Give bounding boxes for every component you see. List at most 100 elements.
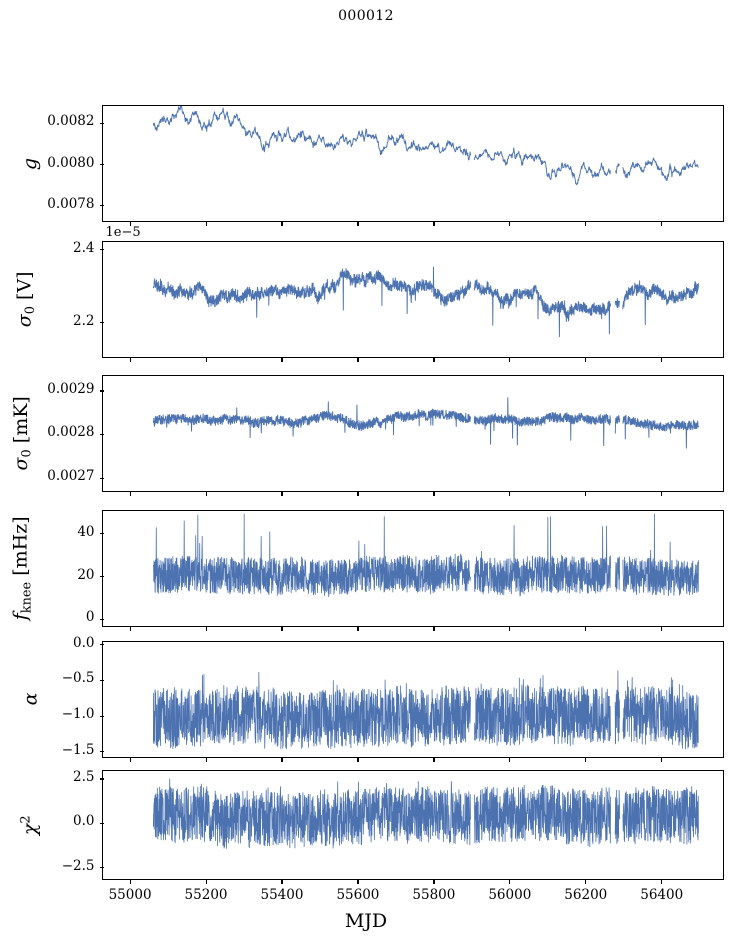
x-tick-mark: [281, 757, 283, 762]
x-tick-mark: [661, 222, 663, 226]
x-tick-mark: [281, 880, 283, 884]
series-plot: [153, 266, 700, 337]
panel-4-alpha: [102, 640, 724, 758]
x-tick-mark: [433, 492, 435, 496]
x-tick-label: 56200: [564, 887, 608, 903]
y-tick-label: 0.0082: [47, 113, 95, 130]
y-tick-label: 0.0080: [47, 154, 95, 171]
y-tick-label: 0.0: [73, 634, 95, 651]
y-tick-mark: [99, 433, 104, 436]
x-tick-mark: [357, 880, 359, 884]
y-tick-mark: [99, 164, 104, 166]
y-tick-mark: [99, 205, 104, 207]
x-tick-mark: [509, 222, 511, 226]
y-tick-mark: [99, 822, 104, 824]
y-tick-mark: [99, 576, 104, 578]
data-line: [153, 669, 700, 749]
y-axis-offset-text: 1e−5: [105, 224, 141, 240]
x-tick-mark: [281, 627, 283, 631]
data-line: [153, 106, 700, 186]
x-tick-mark: [281, 222, 283, 226]
x-tick-mark: [357, 627, 359, 631]
x-tick-mark: [661, 627, 663, 631]
data-line: [153, 266, 700, 337]
x-tick-mark: [129, 880, 131, 884]
panel-3-f-knee-mhz-: [102, 510, 724, 627]
y-tick-mark: [99, 249, 104, 251]
y-tick-mark: [99, 867, 104, 869]
y-tick-label: 0.0029: [47, 380, 95, 397]
x-tick-mark: [129, 357, 131, 362]
x-tick-mark: [281, 357, 283, 362]
y-tick-mark: [99, 477, 104, 479]
x-tick-label: 55000: [108, 887, 152, 903]
series-plot: [153, 397, 700, 449]
x-tick-label: 55200: [184, 887, 228, 903]
x-tick-mark: [509, 627, 511, 631]
x-tick-mark: [661, 492, 663, 496]
y-tick-label: 0.0027: [47, 468, 95, 485]
series-plot: [153, 513, 700, 598]
y-tick-label: 2.2: [73, 312, 95, 329]
y-tick-label: −1.0: [61, 706, 95, 723]
x-tick-mark: [661, 880, 663, 884]
series-plot: [153, 669, 700, 749]
x-tick-mark: [585, 357, 587, 362]
x-tick-mark: [433, 757, 435, 762]
x-tick-mark: [357, 357, 359, 362]
x-tick-label: 55600: [336, 887, 380, 903]
y-tick-label: 40: [77, 523, 95, 540]
x-tick-mark: [585, 492, 587, 496]
x-tick-mark: [205, 357, 207, 362]
x-tick-mark: [585, 627, 587, 631]
y-tick-mark: [99, 644, 104, 646]
x-tick-label: 56000: [488, 887, 532, 903]
x-tick-mark: [129, 222, 131, 226]
x-tick-mark: [357, 222, 359, 226]
y-tick-mark: [99, 533, 104, 535]
series-plot: [153, 106, 700, 186]
y-tick-mark: [99, 715, 104, 717]
y-tick-mark: [99, 390, 104, 392]
x-tick-mark: [357, 757, 359, 762]
y-axis-label: χ2: [18, 815, 42, 836]
series-plot: [153, 778, 700, 849]
x-tick-mark: [585, 222, 587, 226]
y-tick-label: 0.0: [73, 813, 95, 830]
figure-title: 000012: [338, 8, 394, 24]
x-tick-mark: [129, 627, 131, 631]
data-line: [153, 513, 700, 598]
y-axis-label: σ0 [V]: [13, 270, 39, 327]
x-tick-mark: [509, 357, 511, 362]
y-tick-mark: [99, 778, 104, 780]
x-tick-mark: [585, 757, 587, 762]
y-tick-label: 20: [77, 566, 95, 583]
y-tick-label: 2.4: [73, 239, 95, 256]
x-tick-mark: [509, 880, 511, 884]
panel-1-sigma-0-v-: [102, 240, 724, 358]
x-tick-mark: [281, 492, 283, 496]
data-line: [153, 778, 700, 849]
panel-0-g: [102, 105, 724, 222]
x-tick-mark: [433, 880, 435, 884]
y-axis-label: σ0 [mK]: [9, 396, 35, 471]
y-axis-label: g: [19, 157, 42, 170]
y-tick-mark: [99, 618, 104, 621]
x-tick-mark: [661, 357, 663, 362]
y-tick-label: −2.5: [61, 857, 95, 874]
panel-2-sigma-0-mk-: [102, 375, 724, 492]
x-tick-mark: [205, 627, 207, 631]
x-tick-label: 56400: [640, 887, 684, 903]
x-tick-label: 55800: [412, 887, 456, 903]
panel-5-chi-2: [102, 770, 724, 880]
y-tick-label: 0.0028: [47, 424, 95, 441]
x-tick-mark: [433, 357, 435, 362]
x-tick-mark: [509, 492, 511, 496]
y-tick-label: −1.5: [61, 741, 95, 758]
x-tick-mark: [205, 880, 207, 884]
x-tick-mark: [205, 492, 207, 496]
x-tick-mark: [129, 757, 131, 762]
y-tick-label: 0.0078: [47, 195, 95, 212]
y-axis-label: α: [18, 692, 41, 706]
